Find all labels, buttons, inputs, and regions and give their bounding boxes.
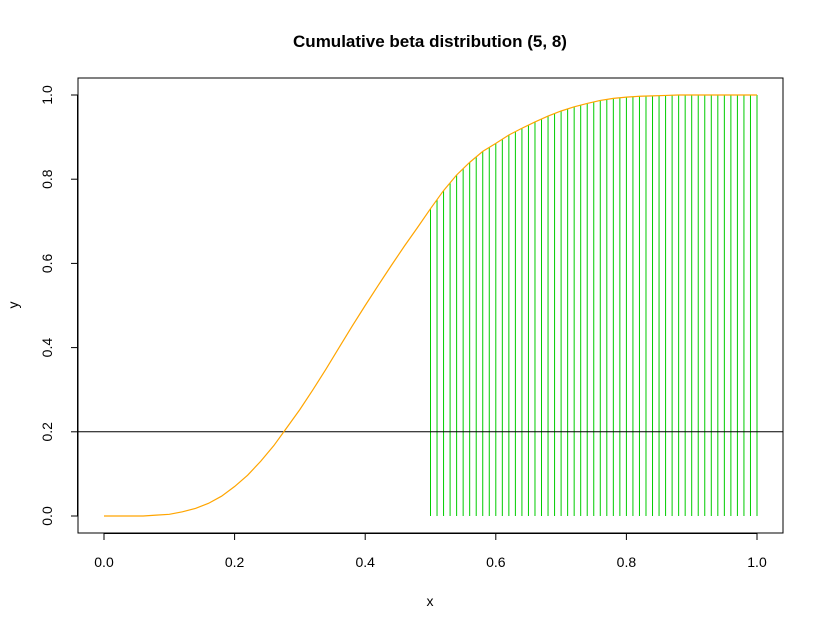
x-tick-label: 0.4	[355, 554, 375, 570]
x-tick-label: 0.0	[94, 554, 114, 570]
cdf-curve	[104, 94, 757, 517]
x-tick-label: 0.8	[617, 554, 637, 570]
y-tick-label: 0.4	[39, 338, 55, 358]
x-tick-label: 1.0	[747, 554, 767, 570]
x-tick-label: 0.6	[486, 554, 506, 570]
y-axis: 0.0 0.2 0.4 0.6 0.8 1.0	[39, 85, 78, 526]
x-axis: 0.0 0.2 0.4 0.6 0.8 1.0	[94, 533, 767, 570]
shaded-area-segments	[430, 95, 758, 516]
y-tick-label: 0.2	[39, 422, 55, 442]
x-tick-label: 0.2	[225, 554, 245, 570]
x-axis-label: x	[427, 593, 434, 609]
cdf-curve-layer	[104, 94, 757, 517]
y-tick-label: 1.0	[39, 85, 55, 105]
y-axis-label: y	[5, 302, 21, 309]
plot-box	[77, 77, 784, 534]
y-tick-label: 0.6	[39, 253, 55, 273]
chart-title: Cumulative beta distribution (5, 8)	[293, 32, 567, 51]
y-tick-label: 0.0	[39, 506, 55, 526]
y-tick-label: 0.8	[39, 169, 55, 189]
